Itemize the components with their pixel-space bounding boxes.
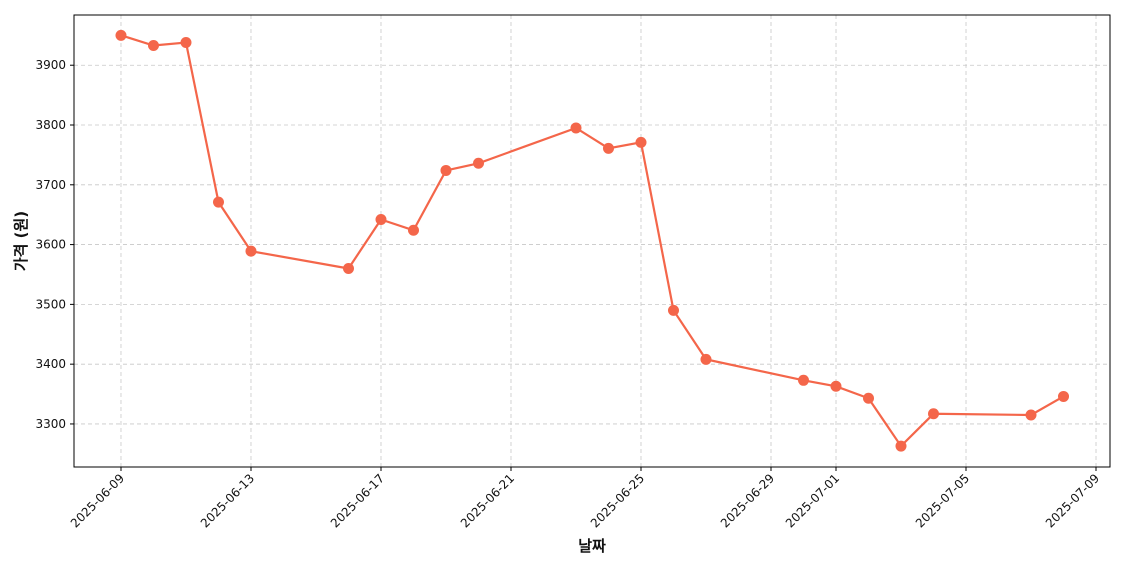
x-tick-label: 2025-06-25 <box>588 471 647 530</box>
marker <box>115 29 127 41</box>
marker <box>863 392 875 404</box>
y-axis-label: 가격 (원) <box>12 211 30 271</box>
y-tick-label: 3600 <box>35 238 66 252</box>
x-tick-label: 2025-06-13 <box>198 471 257 530</box>
marker <box>798 374 810 386</box>
x-tick-label: 2025-06-21 <box>458 471 517 530</box>
x-tick-label: 2025-06-17 <box>328 471 387 530</box>
marker <box>212 196 224 208</box>
marker <box>440 164 452 176</box>
marker <box>635 136 647 148</box>
marker <box>928 408 940 420</box>
x-tick-label: 2025-07-05 <box>913 471 972 530</box>
marker <box>667 304 679 316</box>
marker <box>570 122 582 134</box>
y-tick-label: 3300 <box>35 417 66 431</box>
marker <box>375 213 387 225</box>
marker <box>147 39 159 51</box>
y-tick-label: 3500 <box>35 297 66 311</box>
marker <box>830 380 842 392</box>
y-tick-label: 3800 <box>35 118 66 132</box>
y-tick-label: 3900 <box>35 58 66 72</box>
marker <box>180 37 192 49</box>
x-tick-label: 2025-06-29 <box>718 471 777 530</box>
marker <box>407 224 419 236</box>
x-tick-label: 2025-07-01 <box>783 471 842 530</box>
x-tick-label: 2025-06-09 <box>68 471 127 530</box>
plot-frame <box>73 14 1111 468</box>
x-axis-label: 날짜 <box>578 537 606 555</box>
marker <box>472 157 484 169</box>
marker <box>342 263 354 275</box>
marker <box>245 245 257 257</box>
marker <box>1025 409 1037 421</box>
marker <box>602 142 614 154</box>
line <box>120 34 1065 448</box>
marker <box>700 353 712 365</box>
marker <box>895 440 907 452</box>
y-tick-label: 3400 <box>35 357 66 371</box>
y-tick-label: 3700 <box>35 178 66 192</box>
x-tick-label: 2025-07-09 <box>1043 471 1102 530</box>
marker <box>1058 390 1070 402</box>
